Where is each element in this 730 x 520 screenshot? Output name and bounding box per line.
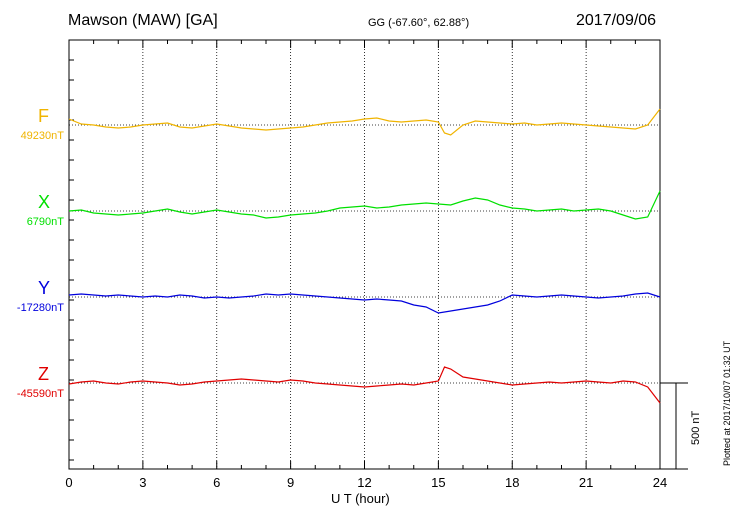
series-baseline-z: -45590nT (16, 388, 64, 400)
x-tick-label: 9 (287, 475, 294, 490)
x-tick-label: 15 (431, 475, 445, 490)
coordinates: GG (-67.60°, 62.88°) (368, 17, 470, 29)
series-baseline-x: 6790nT (26, 216, 64, 228)
x-tick-label: 12 (357, 475, 371, 490)
series-lines (68, 108, 661, 404)
series-baseline-y: -17280nT (16, 302, 64, 314)
series-line-y (68, 292, 661, 314)
series-line-z (68, 366, 661, 404)
x-tick-label: 24 (653, 475, 667, 490)
date-label: 2017/09/06 (576, 12, 657, 29)
x-tick-labels: 0 3 6 9 12 15 18 21 24 (65, 475, 667, 490)
x-axis-label: U T (hour) (331, 491, 390, 506)
series-line-x (68, 190, 661, 220)
series-letter-z: Z (38, 364, 49, 384)
series-letter-y: Y (38, 278, 51, 298)
x-tick-label: 0 (65, 475, 72, 490)
station-title: Mawson (MAW) [GA] (68, 12, 218, 29)
x-tick-label: 3 (139, 475, 146, 490)
series-line-f (68, 108, 661, 136)
scale-bar (660, 382, 688, 470)
series-baseline-f: 49230nT (20, 130, 64, 142)
scale-label: 500 nT (690, 410, 702, 445)
axis-ticks (68, 40, 661, 469)
series-letter-x: X (38, 192, 51, 212)
series-letter-f: F (38, 106, 49, 126)
x-tick-label: 21 (579, 475, 593, 490)
plot-frame (68, 39, 661, 470)
plotted-note: Plotted at 2017/10/07 01:32 UT (722, 340, 730, 466)
x-tick-label: 18 (505, 475, 519, 490)
x-tick-label: 6 (213, 475, 220, 490)
grid-lines (69, 40, 660, 469)
